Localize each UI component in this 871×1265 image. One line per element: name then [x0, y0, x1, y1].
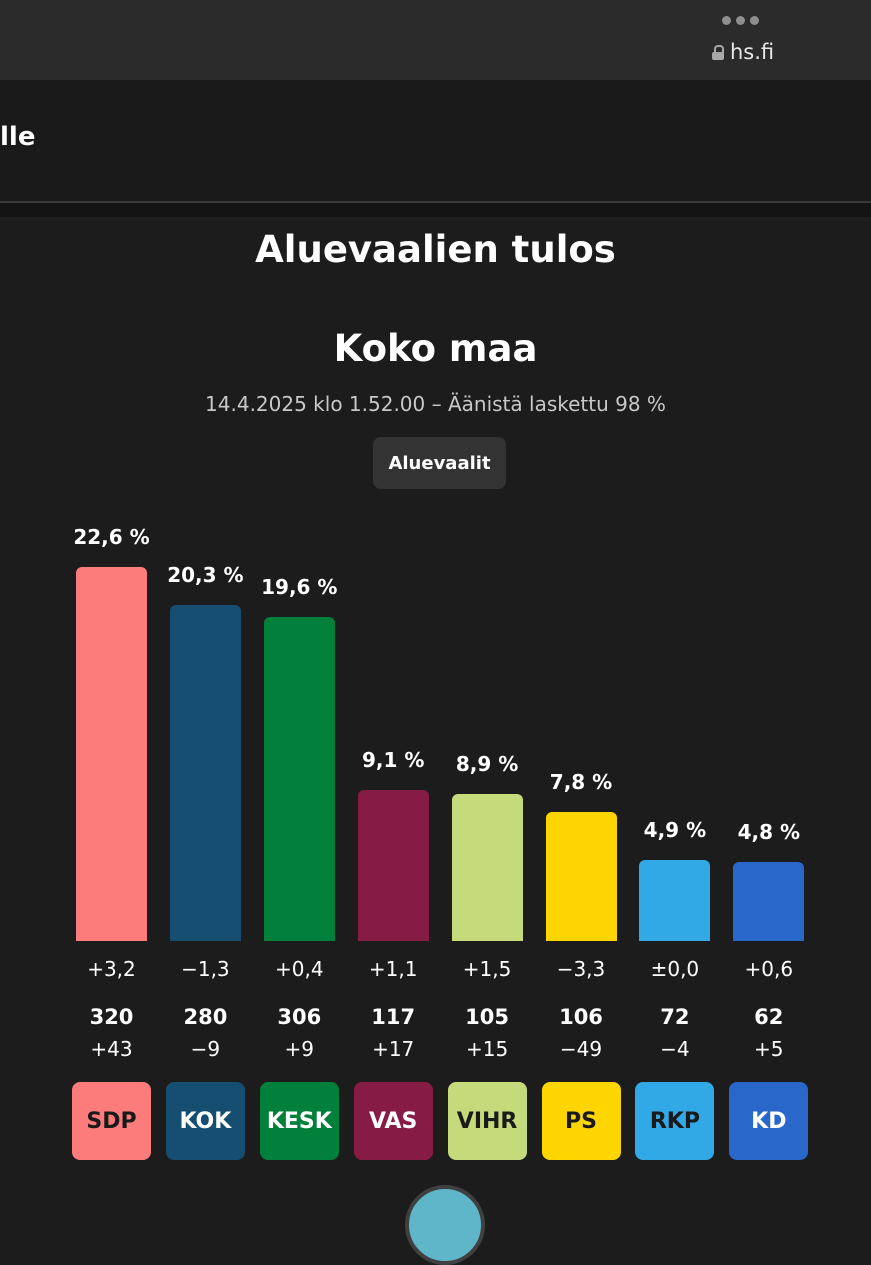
count-status: 14.4.2025 klo 1.52.00 – Äänistä laskettu…: [205, 392, 666, 416]
seats-vas: 117: [371, 1005, 416, 1029]
seat-change-kesk: +9: [284, 1037, 315, 1061]
election-type-button[interactable]: Aluevaalit: [373, 437, 506, 489]
scroll-button[interactable]: [405, 1185, 485, 1265]
bar-kesk[interactable]: [263, 616, 335, 941]
value-label-ps: 7,8 %: [549, 769, 613, 794]
address-bar[interactable]: hs.fi: [712, 40, 774, 64]
bar-ps[interactable]: [545, 811, 617, 941]
seats-rkp: 72: [660, 1005, 690, 1029]
bar-vihr[interactable]: [451, 793, 523, 941]
party-badge-vas[interactable]: VAS: [353, 1082, 433, 1160]
header-title-fragment: lle: [0, 122, 36, 152]
seats-kd: 62: [754, 1005, 784, 1029]
party-badge-rkp[interactable]: RKP: [635, 1082, 715, 1160]
seats-kok: 280: [183, 1005, 228, 1029]
seat-change-vas: +17: [372, 1037, 415, 1061]
change-label-sdp: +3,2: [87, 957, 136, 981]
seats-ps: 106: [559, 1005, 603, 1029]
change-label-kd: +0,6: [744, 957, 794, 981]
value-label-rkp: 4,9 %: [643, 817, 707, 842]
party-badge-vihr[interactable]: VIHR: [447, 1082, 527, 1160]
value-label-kesk: 19,6 %: [261, 574, 338, 599]
party-badge-kok[interactable]: KOK: [165, 1082, 245, 1160]
value-label-vihr: 8,9 %: [455, 751, 519, 776]
change-label-kok: −1,3: [181, 957, 230, 981]
seats-vihr: 105: [465, 1005, 510, 1029]
change-label-ps: −3,3: [556, 957, 606, 981]
seats-sdp: 320: [89, 1005, 134, 1029]
bar-vas[interactable]: [357, 790, 429, 941]
party-badge-kesk[interactable]: KESK: [259, 1082, 339, 1160]
seat-change-kd: +5: [754, 1037, 784, 1061]
region-title: Koko maa: [333, 327, 538, 370]
value-label-kok: 20,3 %: [167, 563, 244, 588]
bar-kok[interactable]: [169, 605, 241, 941]
change-label-rkp: ±0,0: [650, 957, 700, 981]
bar-kd[interactable]: [733, 861, 805, 941]
url-text: hs.fi: [730, 40, 775, 64]
site-header: lle: [0, 80, 871, 203]
change-label-kesk: +0,4: [275, 957, 324, 981]
value-label-sdp: 22,6 %: [73, 525, 150, 549]
party-badge-kd[interactable]: KD: [729, 1082, 809, 1160]
seat-change-sdp: +43: [90, 1037, 133, 1061]
value-label-kd: 4,8 %: [737, 819, 801, 844]
page-title: Aluevaalien tulos: [255, 228, 616, 271]
value-label-vas: 9,1 %: [361, 748, 425, 773]
lock-icon: [712, 44, 724, 60]
bar-sdp[interactable]: [76, 567, 147, 941]
seat-change-ps: −49: [559, 1037, 603, 1061]
seats-kesk: 306: [277, 1005, 322, 1029]
seat-change-vihr: +15: [465, 1037, 509, 1061]
seat-change-rkp: −4: [660, 1037, 690, 1061]
party-badge-sdp[interactable]: SDP: [72, 1082, 151, 1160]
party-badge-ps[interactable]: PS: [541, 1082, 621, 1160]
change-label-vihr: +1,5: [462, 957, 512, 981]
seat-change-kok: −9: [190, 1037, 221, 1061]
change-label-vas: +1,1: [368, 957, 418, 981]
header-divider: [0, 203, 871, 217]
browser-toolbar: hs.fi: [0, 0, 871, 80]
more-dots-icon[interactable]: [722, 16, 759, 25]
bar-rkp[interactable]: [639, 859, 711, 941]
